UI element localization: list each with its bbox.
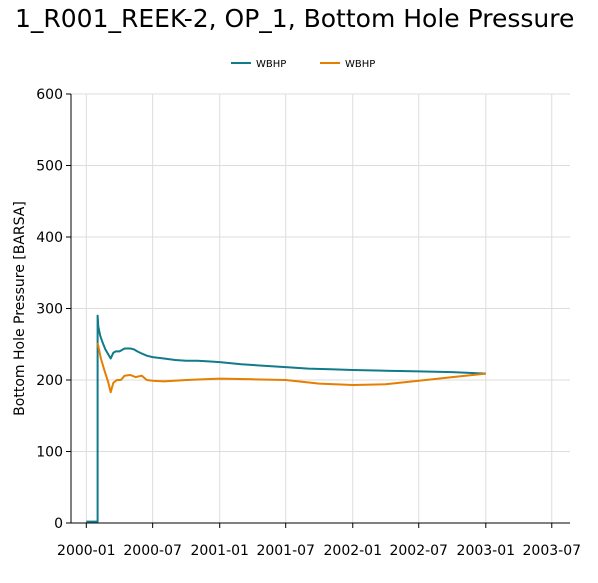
legend: WBHP WBHP <box>231 59 375 70</box>
series-line-2 <box>96 342 486 394</box>
x-tick-label: 2003-01 <box>457 543 516 559</box>
series-line-1 <box>86 314 486 523</box>
x-tick-label: 2002-01 <box>324 543 383 559</box>
chart-title: 1_R001_REEK-2, OP_1, Bottom Hole Pressur… <box>15 4 575 33</box>
y-tick-label: 0 <box>54 516 63 532</box>
x-tick-label: 2000-07 <box>123 543 182 559</box>
y-tick-label: 300 <box>36 302 63 318</box>
y-tick-label: 500 <box>36 159 63 175</box>
legend-label: WBHP <box>256 59 286 70</box>
legend-label: WBHP <box>345 59 375 70</box>
y-tick-label: 100 <box>36 445 63 461</box>
x-tick-label: 2003-07 <box>523 543 582 559</box>
x-tick-label: 2000-01 <box>57 543 116 559</box>
x-tick-label: 2001-07 <box>256 543 315 559</box>
grid <box>71 93 570 524</box>
x-tick-label: 2001-01 <box>190 543 249 559</box>
x-tick-label: 2002-07 <box>389 543 448 559</box>
y-tick-label: 200 <box>36 373 63 389</box>
y-axis-label: Bottom Hole Pressure [BARSA] <box>12 201 28 416</box>
y-tick-label: 400 <box>36 230 63 246</box>
y-tick-label: 600 <box>36 87 63 103</box>
